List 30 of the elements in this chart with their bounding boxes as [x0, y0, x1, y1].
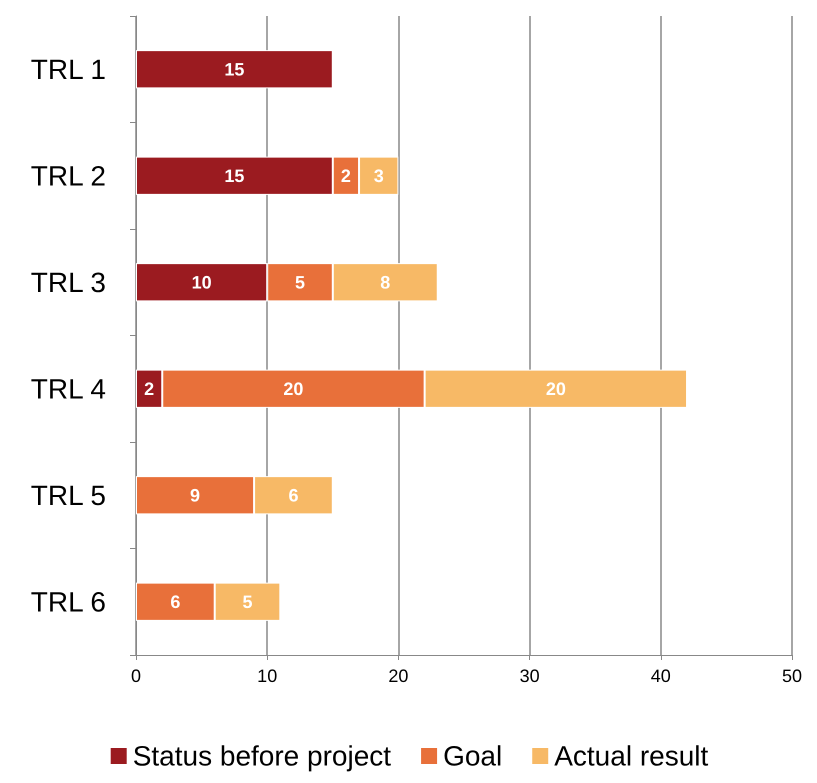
data-label: 6: [170, 592, 180, 612]
x-tick-label: 10: [257, 666, 278, 686]
y-tick-label: TRL 5: [30, 480, 106, 511]
bar: [136, 50, 333, 88]
data-label: 6: [288, 485, 298, 506]
data-label: 20: [546, 378, 566, 399]
y-tick-label: TRL 1: [30, 54, 106, 85]
data-label: 5: [242, 592, 253, 612]
y-tick-label: TRL 6: [30, 586, 106, 618]
x-tick-label: 20: [388, 666, 408, 686]
legend-label: Goal: [443, 740, 502, 772]
data-label: 2: [340, 166, 351, 186]
x-tick-label: 40: [650, 666, 671, 686]
y-tick-label: TRL 3: [30, 266, 106, 298]
data-label: 8: [380, 272, 390, 292]
x-tick-label: 30: [520, 666, 540, 686]
legend-label: Status before project: [132, 740, 392, 772]
data-label: 5: [294, 272, 306, 292]
data-label: 3: [374, 166, 384, 186]
y-tick-label: TRL 4: [30, 373, 106, 404]
x-tick-label: 50: [782, 666, 802, 686]
data-label: 20: [283, 378, 304, 399]
data-label: 9: [190, 485, 200, 506]
data-label: 15: [224, 59, 244, 80]
x-tick-label: 0: [130, 666, 142, 686]
data-label: 15: [224, 166, 244, 186]
data-label: 10: [192, 272, 212, 292]
legend-label: Actual result: [554, 740, 709, 772]
y-tick-label: TRL 2: [30, 160, 106, 192]
data-label: 2: [144, 378, 154, 399]
